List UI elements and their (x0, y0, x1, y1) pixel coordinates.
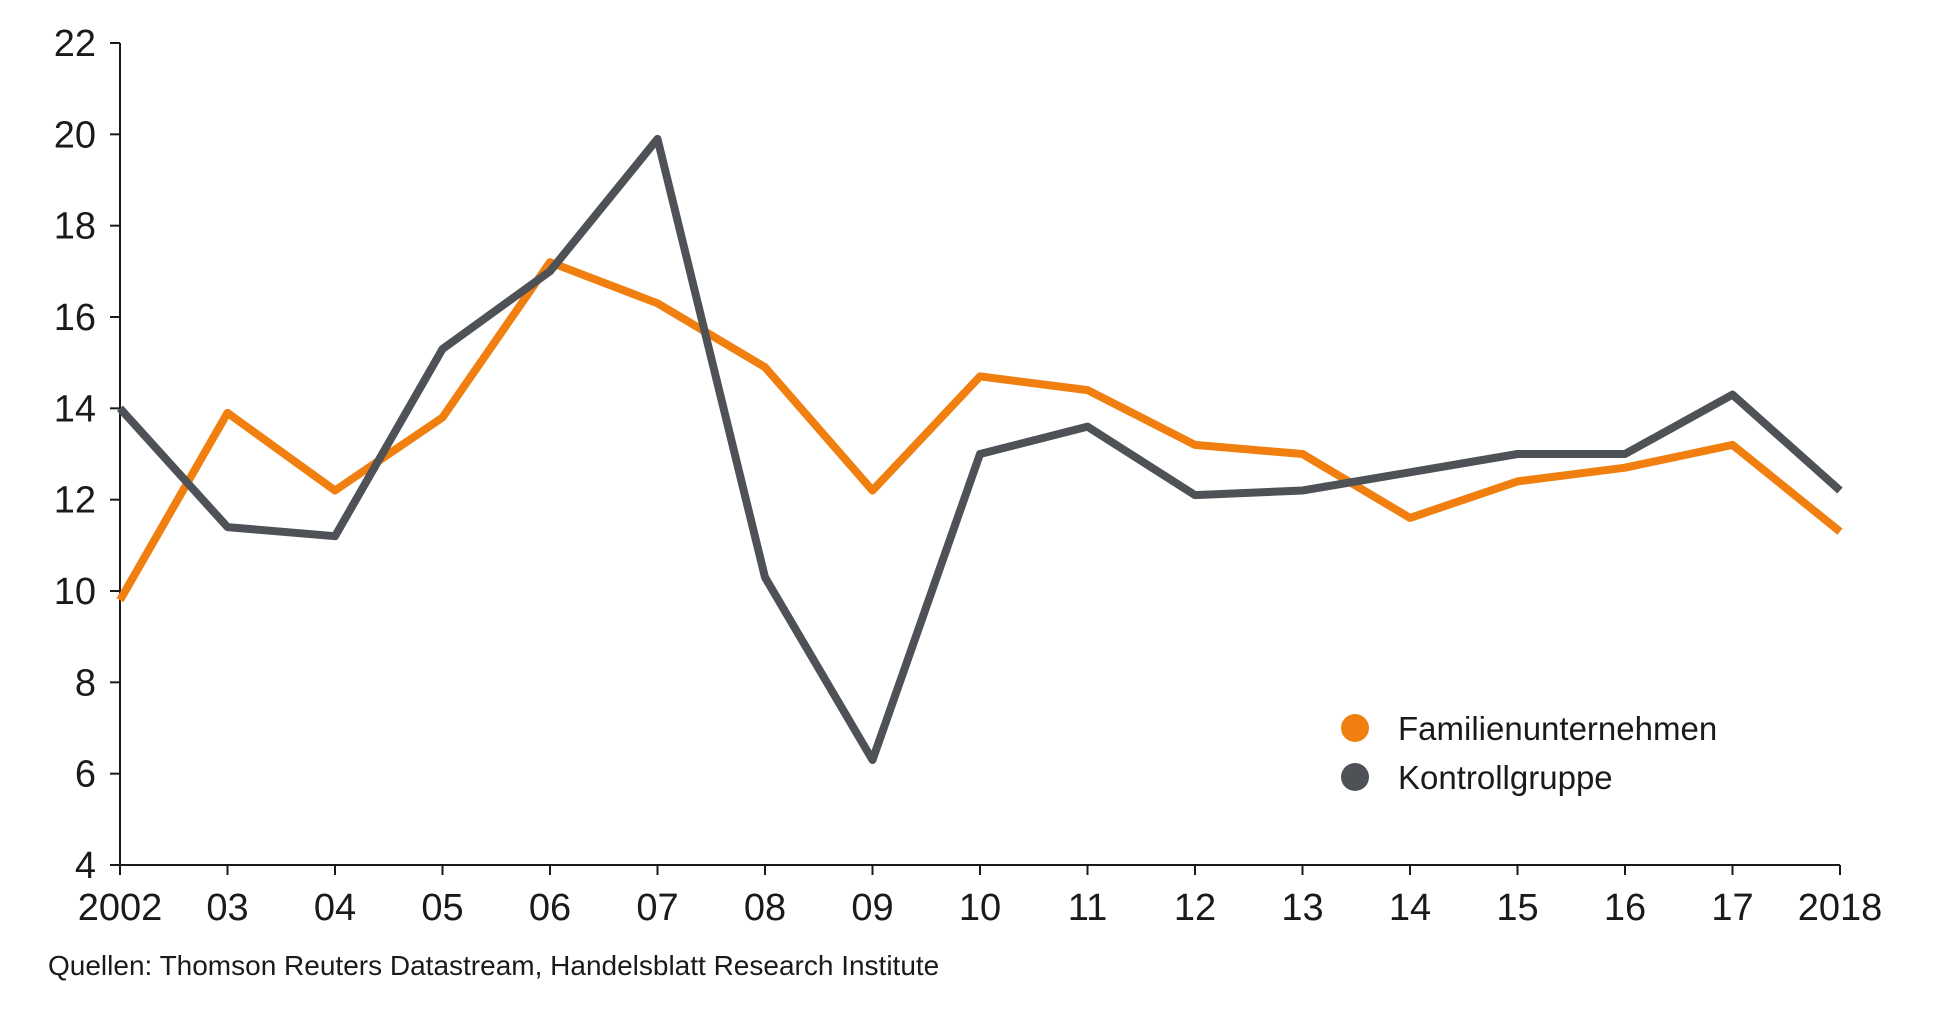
data-point (1624, 467, 1626, 469)
data-point (1839, 490, 1841, 492)
data-point (1087, 426, 1089, 428)
x-tick-label: 12 (1174, 887, 1216, 929)
data-point (1194, 494, 1196, 496)
y-tick-label: 22 (54, 23, 96, 65)
data-point (1302, 453, 1304, 455)
x-tick-label: 13 (1281, 887, 1323, 929)
data-point (1732, 394, 1734, 396)
y-tick-label: 4 (75, 845, 96, 887)
data-point (119, 407, 121, 409)
x-tick-label: 2002 (78, 887, 163, 929)
data-point (657, 138, 659, 140)
x-tick-label: 2018 (1798, 887, 1883, 929)
x-tick-label: 03 (206, 887, 248, 929)
data-point (549, 270, 551, 272)
x-tick-label: 17 (1711, 887, 1753, 929)
data-point (119, 599, 121, 601)
data-point (764, 366, 766, 368)
data-point (1194, 444, 1196, 446)
x-tick-label: 09 (851, 887, 893, 929)
data-point (657, 302, 659, 304)
legend: Familienunternehmen Kontrollgruppe (1341, 710, 1717, 796)
source-note: Quellen: Thomson Reuters Datastream, Han… (48, 950, 940, 981)
x-tick-label: 07 (636, 887, 678, 929)
y-tick-label: 20 (54, 114, 96, 156)
x-tick-label: 06 (529, 887, 571, 929)
legend-marker (1341, 763, 1369, 791)
y-tick-label: 16 (54, 297, 96, 339)
data-point (979, 375, 981, 377)
data-point (979, 453, 981, 455)
data-point (872, 759, 874, 761)
x-tick-label: 15 (1496, 887, 1538, 929)
data-point (1624, 453, 1626, 455)
x-tick-label: 11 (1068, 887, 1107, 929)
data-point (1409, 517, 1411, 519)
x-tick-label: 16 (1604, 887, 1646, 929)
y-tick-label: 8 (75, 662, 96, 704)
data-point (1409, 471, 1411, 473)
data-point (549, 261, 551, 263)
series-lines (116, 134, 1843, 764)
x-tick-label: 10 (959, 887, 1001, 929)
x-tick-label: 05 (421, 887, 463, 929)
axes: 4 6 8 10 12 14 16 18 20 22 2002 03 04 05 06 07 08 09 10 11 1… (54, 23, 1883, 929)
y-tick-label: 10 (54, 571, 96, 613)
data-point (334, 490, 336, 492)
y-tick-label: 6 (75, 754, 96, 796)
x-tick-label: 14 (1389, 887, 1431, 929)
legend-label: Kontrollgruppe (1398, 759, 1613, 796)
data-point (1732, 444, 1734, 446)
data-point (1839, 531, 1841, 533)
data-point (227, 526, 229, 528)
data-point (1517, 453, 1519, 455)
data-point (442, 416, 444, 418)
series-line-familienunternehmen (116, 258, 1843, 603)
y-tick-label: 12 (54, 480, 96, 522)
x-tick-label: 08 (744, 887, 786, 929)
data-point (442, 348, 444, 350)
x-tick-label: 04 (314, 887, 356, 929)
data-point (764, 576, 766, 578)
data-point (1087, 389, 1089, 391)
data-point (1517, 480, 1519, 482)
data-point (334, 535, 336, 537)
series-line-kontrollgruppe (117, 134, 1843, 764)
legend-marker (1341, 714, 1369, 742)
y-tick-label: 14 (54, 388, 96, 430)
data-point (872, 490, 874, 492)
data-point (227, 412, 229, 414)
legend-label: Familienunternehmen (1398, 710, 1717, 747)
data-point (1302, 490, 1304, 492)
y-tick-label: 18 (54, 206, 96, 248)
